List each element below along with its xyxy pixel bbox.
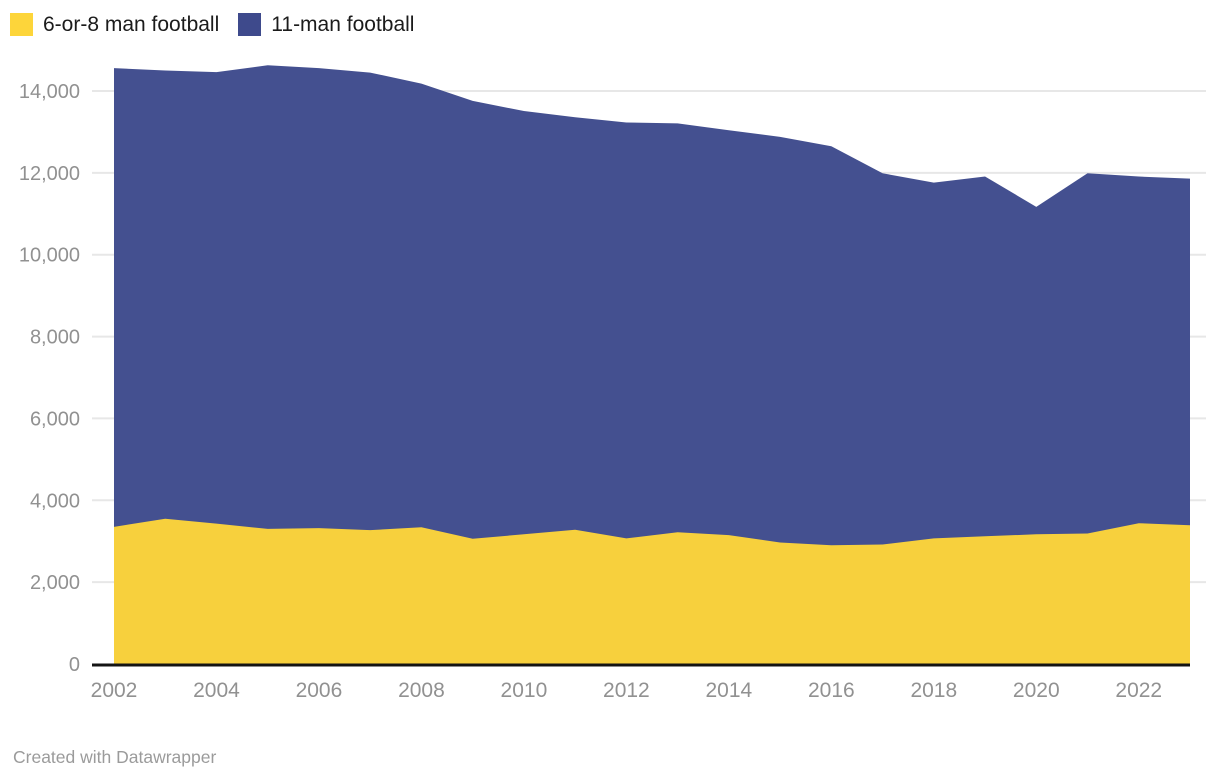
y-tick-label-14000: 14,000: [19, 81, 80, 103]
x-tick-label-2008: 2008: [398, 679, 445, 702]
y-tick-label-6000: 6,000: [30, 408, 80, 430]
x-tick-label-2010: 2010: [501, 679, 548, 702]
x-tick-label-2012: 2012: [603, 679, 650, 702]
y-tick-label-8000: 8,000: [30, 327, 80, 349]
legend-item-6or8-man: 6-or-8 man football: [10, 13, 219, 36]
area-6-or-8-man-football: [114, 518, 1190, 664]
legend-item-11-man: 11-man football: [238, 13, 414, 36]
area-11-man-football: [114, 65, 1190, 665]
legend-label-11-man: 11-man football: [271, 13, 415, 36]
datawrapper-credit: Created with Datawrapper: [13, 747, 217, 767]
x-tick-label-2002: 2002: [91, 679, 138, 702]
legend-swatch-6or8-man: [10, 13, 33, 36]
legend-swatch-11-man: [238, 13, 262, 36]
y-tick-label-2000: 2,000: [30, 572, 80, 594]
x-tick-label-2004: 2004: [193, 679, 240, 702]
x-tick-label-2016: 2016: [808, 679, 855, 702]
x-tick-label-2018: 2018: [910, 679, 957, 702]
x-tick-label-2006: 2006: [296, 679, 343, 702]
y-tick-label-12000: 12,000: [19, 163, 80, 185]
x-tick-label-2020: 2020: [1013, 679, 1060, 702]
y-tick-label-10000: 10,000: [19, 245, 80, 267]
x-tick-label-2022: 2022: [1115, 679, 1162, 702]
legend: 6-or-8 man football 11-man football: [10, 13, 414, 36]
y-tick-label-0: 0: [69, 654, 80, 676]
x-tick-label-2014: 2014: [705, 679, 752, 702]
y-tick-label-4000: 4,000: [30, 490, 80, 512]
legend-label-6or8-man: 6-or-8 man football: [43, 13, 220, 36]
